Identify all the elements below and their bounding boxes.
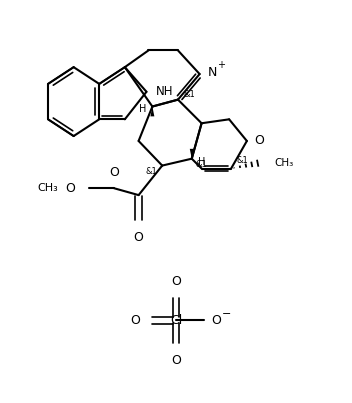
Text: +: +	[217, 60, 225, 70]
Text: O: O	[131, 314, 140, 326]
Polygon shape	[150, 106, 154, 116]
Text: H: H	[198, 157, 205, 166]
Text: O: O	[171, 274, 181, 288]
Text: CH₃: CH₃	[37, 183, 58, 193]
Text: &1: &1	[145, 167, 157, 176]
Text: &1: &1	[236, 156, 248, 165]
Text: O: O	[171, 353, 181, 367]
Text: −: −	[222, 309, 232, 319]
Text: H: H	[139, 104, 146, 114]
Text: O: O	[255, 135, 265, 147]
Text: &1: &1	[196, 160, 207, 169]
Text: O: O	[134, 231, 144, 243]
Polygon shape	[190, 149, 194, 159]
Text: O: O	[212, 314, 221, 326]
Text: O: O	[109, 166, 119, 179]
Text: O: O	[66, 182, 76, 195]
Text: N: N	[207, 66, 217, 79]
Text: &1: &1	[184, 90, 196, 99]
Text: NH: NH	[156, 85, 174, 98]
Text: CH₃: CH₃	[275, 158, 294, 168]
Text: Cl: Cl	[170, 314, 182, 326]
